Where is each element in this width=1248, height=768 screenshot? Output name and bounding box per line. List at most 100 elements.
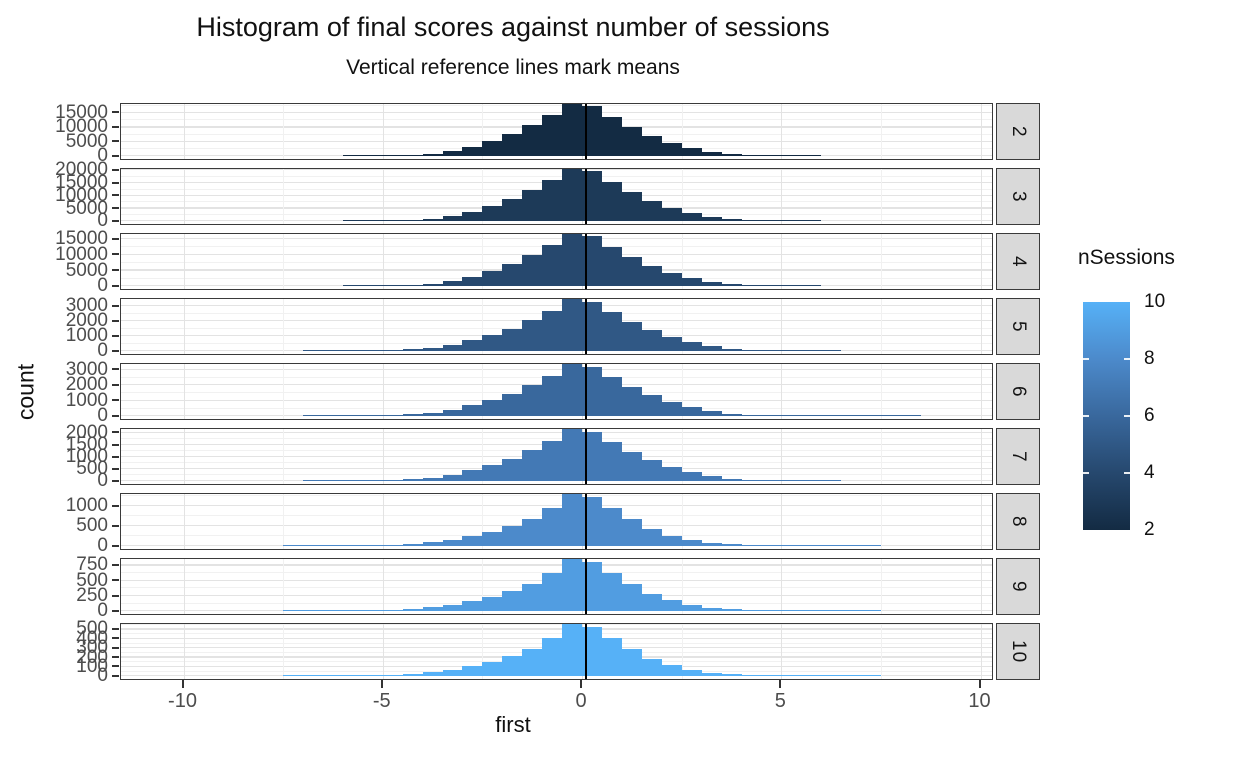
histogram-bar bbox=[502, 656, 523, 677]
histogram-bar bbox=[362, 285, 384, 287]
gridline-v-minor bbox=[482, 104, 484, 159]
histogram-bar bbox=[462, 536, 483, 547]
histogram-bar bbox=[502, 264, 523, 287]
histogram-bar bbox=[402, 220, 423, 222]
y-axis-tick-mark bbox=[112, 237, 119, 240]
gridline-v-major bbox=[980, 624, 982, 679]
histogram-bar bbox=[522, 518, 543, 547]
gridline-v-minor bbox=[880, 429, 882, 484]
facet-strip-label: 3 bbox=[1008, 190, 1029, 203]
x-axis-tick-label: -5 bbox=[372, 690, 391, 712]
histogram-bar bbox=[721, 413, 742, 417]
gridline-h-minor bbox=[121, 298, 992, 299]
histogram-bar bbox=[322, 480, 344, 482]
histogram-bar bbox=[522, 450, 543, 482]
gridline-v-minor bbox=[482, 169, 484, 224]
histogram-bar bbox=[442, 150, 463, 157]
histogram-bar bbox=[422, 607, 443, 612]
histogram-bar bbox=[601, 442, 623, 482]
histogram-bar bbox=[322, 675, 344, 677]
histogram-bar bbox=[303, 675, 324, 677]
histogram-bar bbox=[601, 377, 623, 417]
histogram-bar bbox=[841, 545, 862, 547]
facet-strip-label: 8 bbox=[1008, 515, 1029, 528]
y-axis-tick-mark bbox=[112, 140, 119, 143]
histogram-bar bbox=[322, 350, 344, 352]
histogram-bar bbox=[303, 415, 324, 417]
y-axis-tick-label: 0 bbox=[97, 405, 108, 427]
histogram-bar bbox=[442, 539, 463, 547]
gridline-v-minor bbox=[482, 494, 484, 549]
y-axis-tick-label: 1500 bbox=[65, 434, 108, 456]
histogram-bar bbox=[721, 544, 742, 547]
y-axis-tick-label: 2000 bbox=[65, 310, 108, 332]
gridline-v-minor bbox=[681, 364, 683, 419]
histogram-bar bbox=[542, 310, 563, 352]
gridline-v-major bbox=[382, 234, 384, 289]
histogram-bar bbox=[462, 212, 483, 222]
histogram-bar bbox=[303, 610, 324, 612]
facet-strip-6: 6 bbox=[996, 363, 1040, 420]
y-axis-tick-label: 5000 bbox=[65, 197, 108, 219]
histogram-bar bbox=[801, 415, 822, 417]
histogram-bar bbox=[402, 479, 423, 482]
y-axis-tick-label: 750 bbox=[76, 554, 108, 576]
histogram-bar bbox=[342, 610, 364, 612]
gridline-h-minor bbox=[121, 633, 992, 635]
gridline-v-major bbox=[980, 104, 982, 159]
histogram-bar bbox=[342, 285, 364, 287]
histogram-bar bbox=[562, 364, 583, 417]
histogram-bar bbox=[681, 472, 702, 482]
histogram-bar bbox=[701, 151, 722, 157]
histogram-bar bbox=[462, 666, 483, 677]
y-axis-tick-label: 0 bbox=[97, 665, 108, 687]
histogram-bar bbox=[761, 545, 782, 547]
histogram-bar bbox=[741, 545, 762, 547]
histogram-bar bbox=[542, 115, 563, 157]
gridline-v-major bbox=[980, 364, 982, 419]
gridline-h-major bbox=[121, 368, 992, 370]
histogram-bar bbox=[362, 545, 384, 547]
gridline-v-minor bbox=[880, 624, 882, 679]
histogram-bar bbox=[562, 169, 583, 222]
y-axis-tick-mark bbox=[112, 563, 119, 566]
histogram-bar bbox=[661, 665, 682, 677]
histogram-bar bbox=[382, 609, 404, 612]
histogram-bar bbox=[382, 480, 404, 482]
facet-strip-7: 7 bbox=[996, 428, 1040, 485]
x-axis-tick-mark bbox=[779, 680, 782, 688]
y-axis-tick-mark bbox=[112, 269, 119, 272]
histogram-bar bbox=[641, 593, 663, 612]
histogram-bar bbox=[741, 155, 762, 157]
histogram-bar bbox=[402, 155, 423, 157]
gridline-v-minor bbox=[283, 234, 285, 289]
histogram-bar bbox=[781, 675, 802, 677]
y-axis-tick-mark bbox=[112, 181, 119, 184]
histogram-bar bbox=[482, 531, 503, 547]
histogram-bar bbox=[621, 192, 643, 222]
histogram-bar bbox=[562, 624, 583, 677]
legend-tick-label: 4 bbox=[1144, 462, 1155, 483]
histogram-bar bbox=[621, 649, 643, 677]
histogram-bar bbox=[661, 600, 682, 612]
histogram-bar bbox=[781, 610, 802, 612]
histogram-bar bbox=[661, 336, 682, 352]
histogram-bar bbox=[741, 610, 762, 612]
histogram-bar bbox=[562, 234, 583, 287]
histogram-bar bbox=[821, 545, 842, 547]
histogram-bar bbox=[801, 220, 822, 222]
gridline-v-major bbox=[781, 624, 783, 679]
histogram-bar bbox=[841, 675, 862, 677]
gridline-v-major bbox=[183, 494, 185, 549]
gridline-v-major bbox=[781, 364, 783, 419]
y-axis-tick-label: 500 bbox=[76, 618, 108, 640]
histogram-bar bbox=[342, 415, 364, 417]
histogram-bar bbox=[542, 637, 563, 677]
gridline-v-minor bbox=[880, 494, 882, 549]
chart-title: Histogram of final scores against number… bbox=[196, 12, 830, 42]
histogram-bar bbox=[701, 476, 722, 482]
histogram-bar bbox=[562, 559, 583, 612]
histogram-bar bbox=[681, 407, 702, 417]
histogram-bar bbox=[761, 220, 782, 222]
x-axis-tick-mark bbox=[978, 680, 981, 688]
